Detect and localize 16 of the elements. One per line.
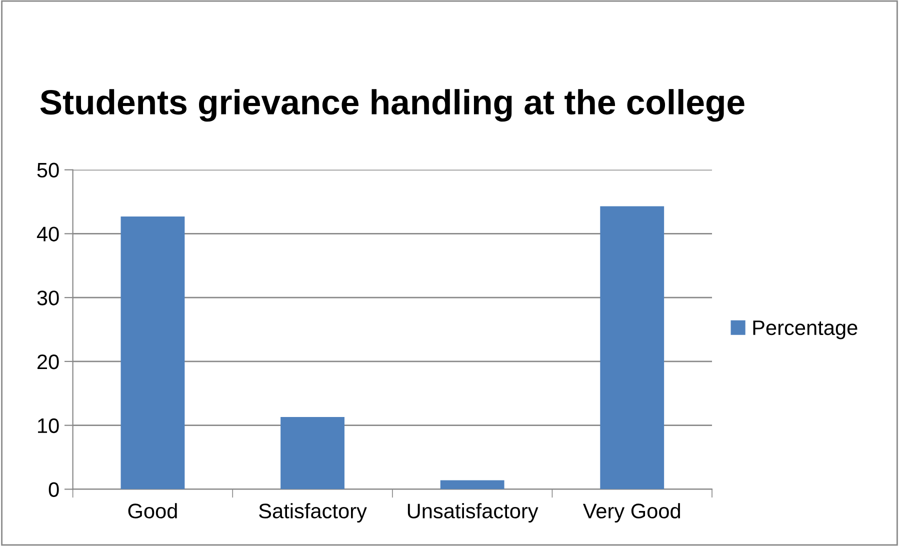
x-tick-label: Good <box>128 503 177 518</box>
x-tick-label: Very Good <box>582 503 680 523</box>
y-tick-label: 0 <box>48 482 59 497</box>
y-tick-label: 10 <box>38 418 59 434</box>
x-tick-label: Satisfactory <box>259 503 367 523</box>
y-tick-label: 20 <box>38 354 59 370</box>
bar <box>440 480 504 490</box>
y-tick-label: 50 <box>37 162 59 178</box>
bar <box>120 216 185 490</box>
y-tick-label: 30 <box>37 290 59 306</box>
chart-title: Students grievance handling at the college <box>40 89 744 122</box>
x-tick-label: Unsatisfactory <box>408 503 538 523</box>
y-tick-label: 40 <box>36 226 59 242</box>
legend-label: Percentage <box>753 320 858 340</box>
bar <box>600 206 664 490</box>
bar <box>280 417 344 490</box>
